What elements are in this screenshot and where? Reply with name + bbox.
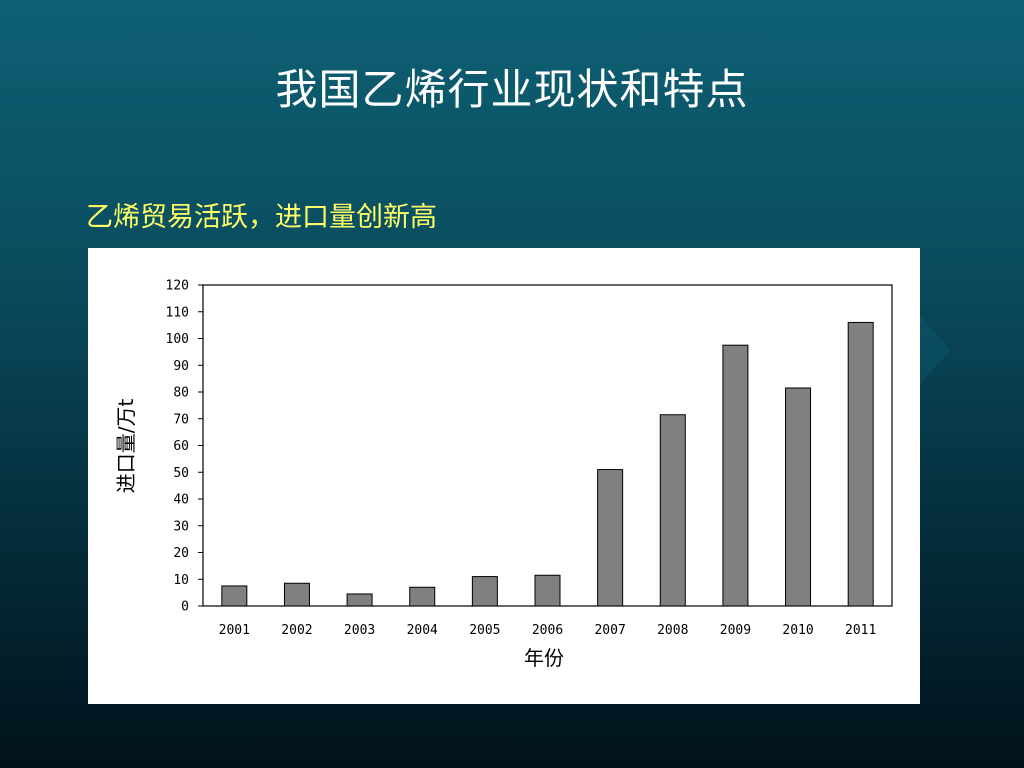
y-tick-label: 110 [166, 305, 189, 320]
x-tick-label: 2004 [407, 623, 438, 638]
bar-2009 [722, 344, 749, 607]
y-tick-label: 70 [173, 412, 189, 427]
bar-2004 [409, 586, 436, 607]
x-axis-title: 年份 [524, 646, 564, 670]
y-tick-label: 60 [173, 439, 189, 454]
x-tick-label: 2003 [344, 623, 375, 638]
y-tick-label: 30 [173, 519, 189, 534]
bar-2001 [221, 585, 248, 607]
y-tick-label: 80 [173, 386, 189, 401]
x-tick-label: 2009 [720, 623, 751, 638]
bar-2011 [847, 321, 874, 607]
y-tick-label: 20 [173, 546, 189, 561]
x-tick-label: 2005 [469, 623, 500, 638]
x-tick-label: 2008 [657, 623, 688, 638]
y-tick-label: 50 [173, 466, 189, 481]
bar-2003 [346, 593, 373, 607]
plot-area: 0 10 20 30 40 50 60 70 80 90 100 110 120 2001 2002 2003… [166, 279, 893, 638]
x-tick-label: 2007 [594, 623, 625, 638]
y-tick-label: 120 [166, 279, 189, 294]
bar-2005 [471, 576, 498, 607]
slide-subtitle: 乙烯贸易活跃，进口量创新高 [86, 202, 437, 233]
x-tick-label: 2001 [219, 623, 250, 638]
x-tick-label: 2002 [281, 623, 312, 638]
x-tick-label: 2010 [782, 623, 813, 638]
bar-2006 [534, 574, 561, 607]
y-tick-label: 10 [173, 573, 189, 588]
y-tick-label: 0 [181, 600, 189, 615]
y-axis-title: 进口量/万t [114, 399, 138, 494]
bar-chart: 0 10 20 30 40 50 60 70 80 90 100 110 120 2001 2002 2003… [114, 279, 893, 670]
y-tick-label: 100 [166, 332, 189, 347]
y-tick-label: 40 [173, 493, 189, 508]
y-tick-label: 90 [173, 359, 189, 374]
bar-2008 [659, 414, 686, 607]
slide-title: 我国乙烯行业现状和特点 [275, 65, 749, 114]
bar-2010 [785, 387, 812, 607]
x-tick-label: 2011 [845, 623, 876, 638]
chart-panel: 0 10 20 30 40 50 60 70 80 90 100 110 120 2001 2002 2003… [88, 248, 920, 704]
bar-2002 [283, 582, 310, 607]
bar-2007 [597, 469, 624, 607]
x-tick-label: 2006 [532, 623, 563, 638]
